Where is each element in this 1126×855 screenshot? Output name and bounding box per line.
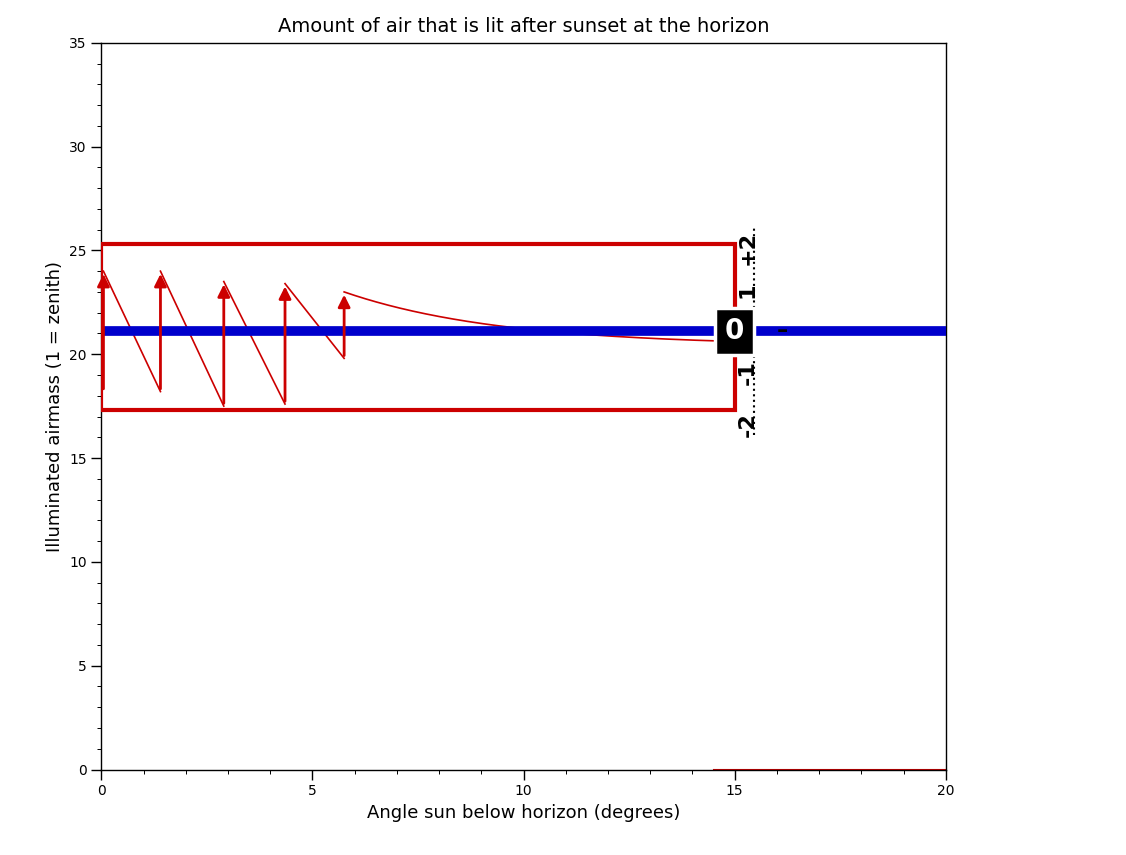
Text: 1: 1 xyxy=(738,282,758,298)
Y-axis label: Illuminated airmass (1 = zenith): Illuminated airmass (1 = zenith) xyxy=(45,261,63,551)
Title: Amount of air that is lit after sunset at the horizon: Amount of air that is lit after sunset a… xyxy=(278,16,769,36)
X-axis label: Angle sun below horizon (degrees): Angle sun below horizon (degrees) xyxy=(367,804,680,822)
Bar xyxy=(101,245,734,410)
Text: +2: +2 xyxy=(738,232,758,265)
Text: –: – xyxy=(777,321,788,341)
Text: -2: -2 xyxy=(738,412,758,437)
Text: 0: 0 xyxy=(738,323,758,339)
Text: 0: 0 xyxy=(725,317,744,345)
Text: -1: -1 xyxy=(738,361,758,386)
